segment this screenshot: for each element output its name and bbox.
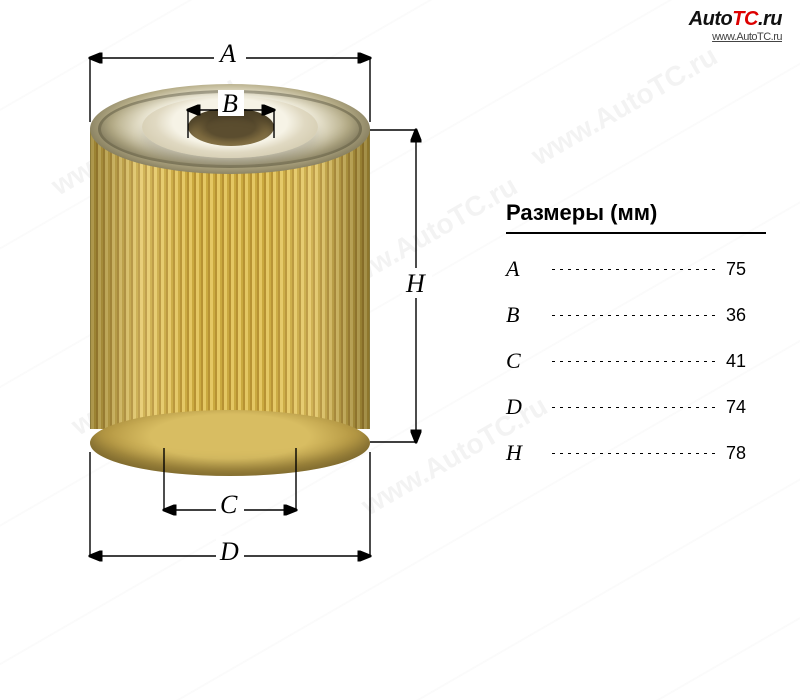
row-value: 75 [726, 259, 766, 280]
table-row: B 36 [506, 292, 766, 338]
row-leader [552, 453, 716, 454]
row-value: 36 [726, 305, 766, 326]
row-key: C [506, 348, 542, 374]
dimensions-table: Размеры (мм) A 75 B 36 C 41 D 74 H 78 [506, 200, 766, 476]
row-key: H [506, 440, 542, 466]
row-value: 74 [726, 397, 766, 418]
table-row: A 75 [506, 246, 766, 292]
row-key: A [506, 256, 542, 282]
row-key: D [506, 394, 542, 420]
dim-label-h: H [405, 269, 426, 298]
table-row: D 74 [506, 384, 766, 430]
row-leader [552, 269, 716, 270]
dim-label-c: C [220, 490, 238, 519]
table-row: H 78 [506, 430, 766, 476]
row-leader [552, 361, 716, 362]
row-key: B [506, 302, 542, 328]
logo-url: www.AutoTC.ru [689, 31, 782, 43]
diagram-stage: A B C D H Размеры (мм) A 75 B [0, 0, 800, 600]
logo-part-tc: TC [732, 8, 758, 30]
row-leader [552, 315, 716, 316]
logo-part-ru: .ru [758, 8, 782, 30]
row-value: 78 [726, 443, 766, 464]
row-value: 41 [726, 351, 766, 372]
row-leader [552, 407, 716, 408]
dim-label-d: D [219, 537, 239, 566]
dim-label-a: A [218, 39, 236, 68]
logo-part-auto: Auto [689, 8, 733, 30]
site-logo: AutoTC.ru www.AutoTC.ru [689, 8, 782, 43]
table-title: Размеры (мм) [506, 200, 766, 234]
dim-label-b: B [222, 89, 238, 118]
table-row: C 41 [506, 338, 766, 384]
